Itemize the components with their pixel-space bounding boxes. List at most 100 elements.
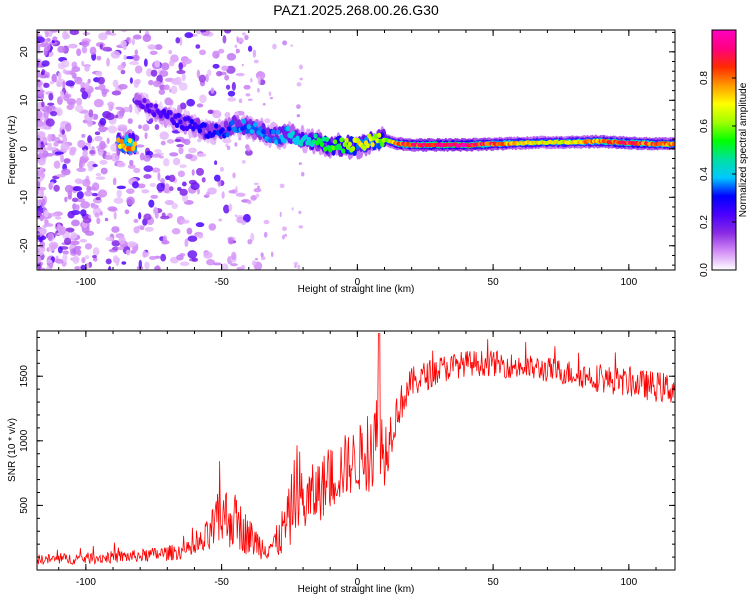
speckle: [227, 237, 234, 245]
speckle: [39, 267, 46, 270]
speckle: [43, 82, 50, 88]
speckle: [142, 34, 152, 42]
speckle: [79, 238, 88, 243]
speckle: [124, 209, 130, 215]
speckle: [40, 188, 44, 197]
ridge-cell: [132, 141, 137, 147]
speckle: [37, 105, 40, 111]
speckle: [298, 225, 304, 229]
speckle: [272, 43, 277, 50]
speckle: [219, 166, 224, 172]
speckle: [132, 181, 139, 189]
speckle: [235, 192, 246, 197]
speckle: [37, 255, 42, 264]
speckle: [62, 250, 69, 255]
speckle: [55, 107, 63, 117]
speckle: [143, 154, 151, 162]
speckle: [159, 70, 169, 77]
ridge-cell: [165, 114, 170, 120]
speckle: [47, 146, 57, 151]
ridge-cell: [152, 112, 157, 118]
speckle: [154, 59, 160, 68]
speckle: [150, 69, 158, 77]
speckle: [163, 188, 170, 194]
ridge-cell: [174, 122, 180, 128]
speckle: [111, 90, 122, 96]
snr-y-axis: 500 1000 1500: [19, 336, 675, 571]
speckle: [269, 96, 274, 100]
speckle: [144, 261, 150, 270]
speckle: [154, 124, 160, 131]
speckle: [99, 159, 108, 165]
speckle: [142, 250, 148, 258]
ridge-cell: [181, 125, 186, 132]
speckle: [182, 58, 192, 65]
snr-x-axis: -100 -50 0 50 100: [58, 331, 657, 588]
ridge-cell: [148, 102, 154, 108]
speckle: [80, 201, 91, 209]
spectrogram-x-axis: -100 -50 0 50 100: [58, 30, 657, 288]
speckle: [37, 199, 43, 204]
speckle: [226, 65, 236, 74]
speckle: [196, 103, 204, 108]
speckle: [49, 111, 58, 117]
speckle: [65, 80, 75, 87]
speckle: [201, 177, 206, 183]
speckle: [116, 161, 126, 168]
speckle: [218, 218, 223, 222]
speckle: [218, 48, 225, 54]
speckle: [37, 261, 42, 270]
speckle: [154, 265, 161, 270]
speckle: [168, 174, 176, 183]
speckle: [98, 32, 108, 41]
speckle: [247, 199, 252, 205]
speckle: [238, 98, 243, 104]
speckle: [241, 264, 246, 270]
speckle: [88, 109, 94, 118]
ridge-cell: [171, 120, 177, 126]
speckle: [138, 259, 143, 269]
speckle: [93, 98, 104, 108]
ridge-cell: [303, 134, 308, 140]
speckle: [62, 80, 66, 90]
ridge-cell: [227, 126, 232, 132]
y-tick-label: 500: [19, 497, 30, 514]
speckle: [127, 164, 136, 169]
ridge-cell: [186, 115, 191, 122]
speckle: [223, 204, 230, 214]
speckle: [148, 199, 155, 208]
speckle: [160, 140, 166, 146]
ridge-cell: [127, 137, 133, 144]
speckle: [212, 50, 220, 59]
speckle: [298, 210, 302, 215]
speckle: [241, 63, 244, 67]
speckle: [57, 45, 66, 53]
ridge-cell: [347, 141, 352, 147]
speckle: [135, 78, 141, 85]
speckle: [92, 247, 100, 256]
speckle: [118, 83, 128, 90]
speckle: [105, 258, 112, 265]
speckle: [250, 232, 255, 242]
speckle: [243, 84, 251, 90]
speckle: [70, 69, 75, 76]
speckle: [106, 57, 110, 67]
speckle: [196, 69, 201, 79]
ridge-cell: [187, 123, 193, 130]
speckle: [65, 123, 72, 132]
speckle: [160, 215, 170, 220]
ridge-cell: [220, 127, 225, 133]
speckle: [58, 226, 67, 235]
speckle: [99, 211, 103, 216]
speckle: [104, 155, 113, 160]
speckle: [224, 74, 230, 81]
speckle: [196, 138, 202, 143]
speckle: [37, 36, 45, 44]
speckle: [67, 210, 75, 219]
speckle: [147, 44, 156, 50]
speckle: [37, 166, 44, 176]
spectrogram-ridge: [116, 91, 675, 160]
x-tick-label: 100: [621, 277, 638, 288]
speckle: [87, 135, 93, 144]
speckle: [60, 153, 64, 163]
